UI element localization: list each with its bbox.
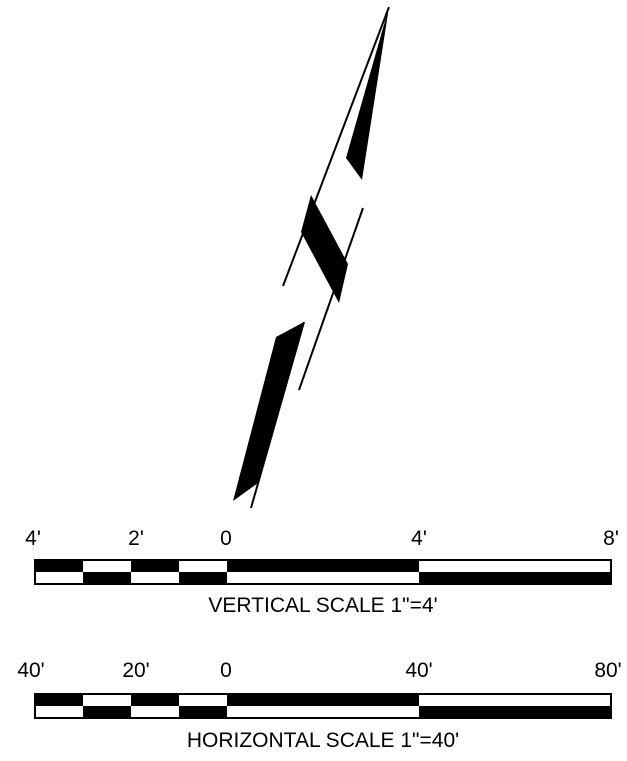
vertical-scale-tick-label: 0 (220, 527, 232, 550)
horizontal-scale-tick-label: 20' (122, 659, 149, 682)
profile-line-upper (282, 6, 390, 287)
vertical-scale-tick-label: 4' (25, 527, 41, 550)
vertical-scale-tick-label: 2' (128, 527, 144, 550)
horizontal-scale-title: HORIZONTAL SCALE 1"=40' (187, 729, 459, 752)
profile-line-lower (250, 321, 305, 509)
horizontal-scale-bar (34, 693, 612, 719)
vertical-scale-tick-label: 4' (411, 527, 427, 550)
horizontal-scale-tick-label: 0 (220, 659, 232, 682)
profile-detail (233, 6, 390, 509)
profile-lower-wedge (233, 322, 304, 501)
vertical-scale-title: VERTICAL SCALE 1"=4' (208, 594, 437, 617)
profile-line-middle (298, 207, 364, 391)
vertical-scale-bar (34, 559, 612, 585)
vertical-scale-tick-label: 8' (603, 527, 619, 550)
horizontal-scale: 40' 20' 0 40' 80' HORIZONTAL SCALE 1"=40… (17, 659, 621, 752)
profile-upper-wedge (346, 7, 389, 180)
horizontal-scale-tick-label: 40' (17, 659, 44, 682)
vertical-scale: 4' 2' 0 4' 8' VERTICAL SCALE 1"=4' (25, 527, 619, 617)
horizontal-scale-tick-label: 40' (405, 659, 432, 682)
horizontal-scale-tick-label: 80' (594, 659, 621, 682)
profile-middle-band (301, 195, 348, 303)
